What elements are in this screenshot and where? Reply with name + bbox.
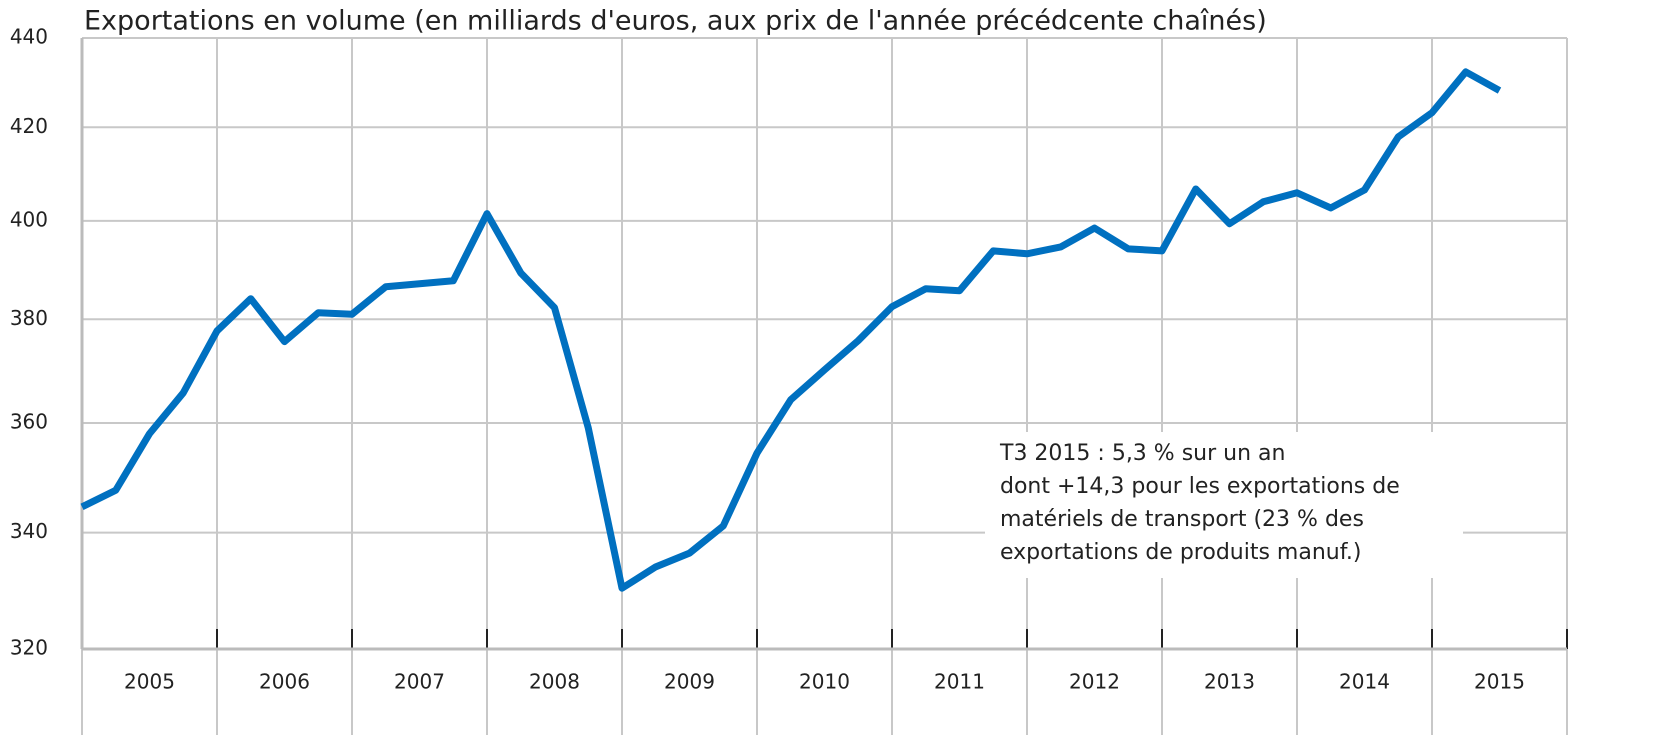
x-tick-label: 2014 [1339, 670, 1390, 694]
chart-title: Exportations en volume (en milliards d'e… [84, 6, 1267, 37]
x-tick-label: 2005 [124, 670, 175, 694]
annotation-box [985, 432, 1463, 578]
y-tick-label: 320 [10, 636, 48, 660]
y-tick-label: 340 [10, 519, 48, 543]
annotation-text: matériels de transport (23 % des [1000, 507, 1364, 532]
annotation-text: dont +14,3 pour les exportations de [1000, 474, 1400, 499]
data-line [80, 68, 1502, 592]
x-tick-label: 2011 [934, 670, 985, 694]
y-tick-label: 400 [10, 207, 48, 231]
x-tick-label: 2006 [259, 670, 310, 694]
x-tick-label: 2013 [1204, 670, 1255, 694]
y-tick-label: 440 [10, 25, 48, 49]
y-tick-label: 380 [10, 306, 48, 330]
x-tick-label: 2007 [394, 670, 445, 694]
x-tick-label: 2009 [664, 670, 715, 694]
x-tick-label: 2015 [1474, 670, 1525, 694]
annotation-text: exportations de produits manuf.) [1000, 540, 1361, 565]
annotation-text: T3 2015 : 5,3 % sur un an [999, 441, 1285, 466]
y-tick-label: 360 [10, 410, 48, 434]
y-tick-label: 420 [10, 114, 48, 138]
x-tick-label: 2012 [1069, 670, 1120, 694]
x-tick-label: 2008 [529, 670, 580, 694]
x-tick-label: 2010 [799, 670, 850, 694]
